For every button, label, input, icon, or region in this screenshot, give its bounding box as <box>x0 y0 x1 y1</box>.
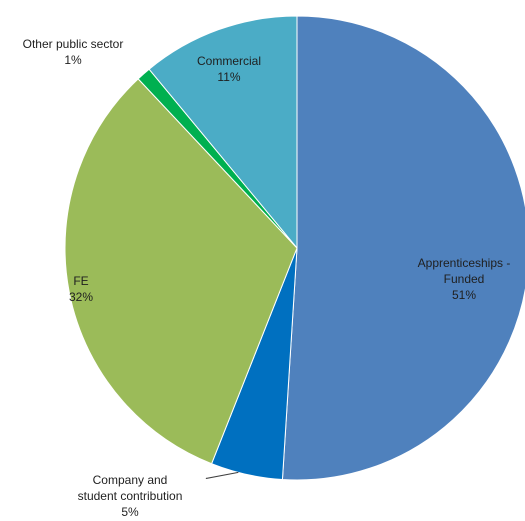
pie-slice-commercial <box>148 15 298 250</box>
data-label-value: 32% <box>69 290 93 304</box>
data-label-name: Commercial <box>197 54 261 68</box>
data-label-name: FE <box>73 274 88 288</box>
pie-slice-fe <box>64 78 298 465</box>
data-label-apprenticeships-funded: Apprenticeships - Funded 51% <box>418 256 511 302</box>
data-label-value: 51% <box>452 288 476 302</box>
data-label-fe: FE 32% <box>69 274 93 304</box>
data-label-other-public-sector: Other public sector 1% <box>23 37 124 67</box>
data-label-commercial: Commercial 11% <box>197 54 261 84</box>
data-label-company-and-student-contribution: Company and student contribution 5% <box>78 473 183 519</box>
data-label-name: Company and <box>93 473 168 487</box>
data-label-name: Funded <box>444 272 485 286</box>
leader-line-company-and-student-contribution <box>205 471 239 479</box>
data-label-name: student contribution <box>78 489 183 503</box>
data-label-value: 11% <box>217 70 240 84</box>
data-label-value: 1% <box>64 53 82 67</box>
data-label-name: Other public sector <box>23 37 124 51</box>
data-label-value: 5% <box>121 505 139 519</box>
data-label-name: Apprenticeships - <box>418 256 511 270</box>
pie-slice-apprenticeships-funded <box>281 15 525 481</box>
